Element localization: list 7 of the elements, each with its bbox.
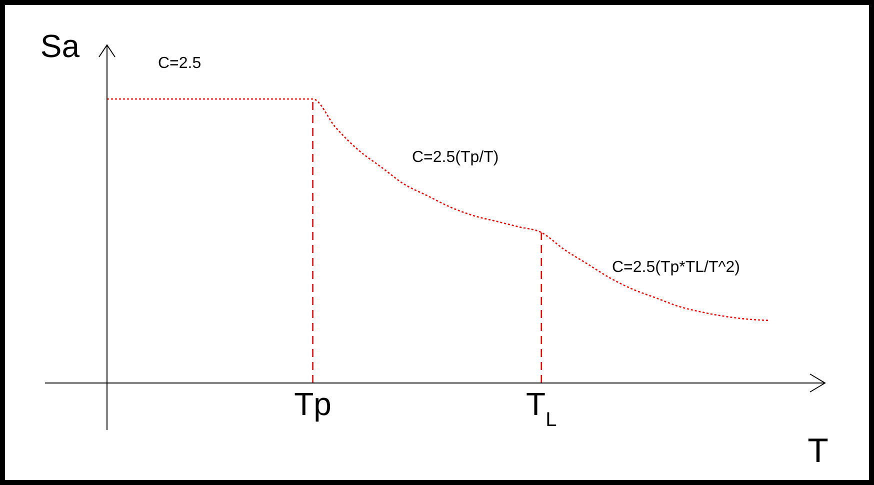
x-axis-title: T bbox=[808, 432, 828, 470]
text: C=2.5 bbox=[158, 55, 202, 72]
y-axis-title: Sa bbox=[40, 28, 80, 64]
x-tick-label: Tp bbox=[294, 386, 332, 422]
x-tick-label: T$_{L}$ bbox=[526, 386, 557, 431]
annotation: C=2.5(Tp*TL/T^2) bbox=[612, 259, 740, 276]
annotation: C=2.5(Tp/T) bbox=[412, 149, 499, 166]
